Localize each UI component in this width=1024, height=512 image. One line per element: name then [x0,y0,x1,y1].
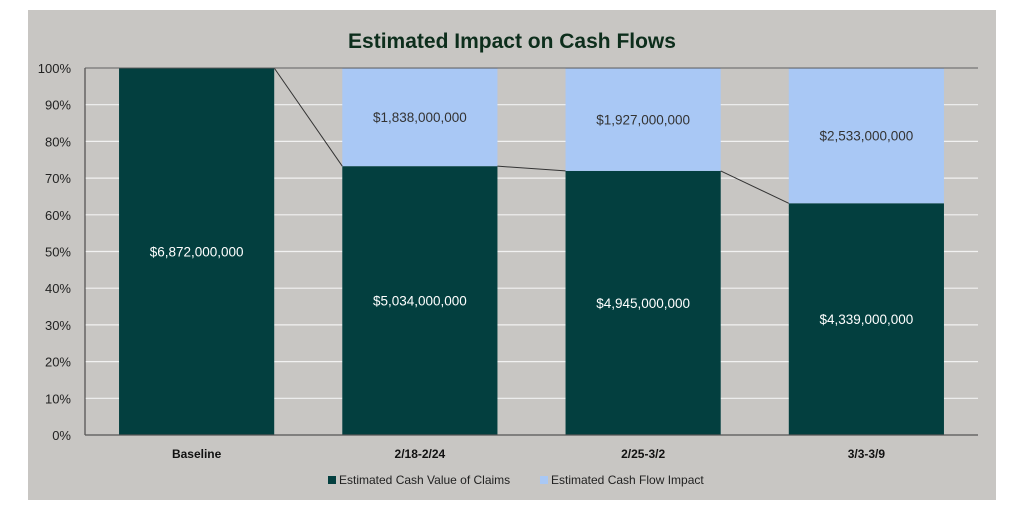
bar-claims [342,166,498,435]
bar-impact [565,68,721,171]
y-tick-label: 20% [45,355,71,370]
y-tick-label: 10% [45,391,71,406]
data-label: $1,838,000,000 [373,110,467,125]
y-tick-label: 100% [38,61,72,76]
data-label: $4,945,000,000 [596,296,690,311]
x-tick-label: 2/18-2/24 [395,447,446,461]
chart-title: Estimated Impact on Cash Flows [348,30,676,53]
y-tick-label: 50% [45,245,71,260]
y-tick-label: 80% [45,134,71,149]
bar-impact [342,68,498,167]
y-tick-label: 60% [45,208,71,223]
x-tick-label: 3/3-3/9 [848,447,886,461]
series-line [273,67,343,167]
bar-claims [565,170,721,435]
data-label: $1,927,000,000 [596,112,690,127]
y-tick-label: 40% [45,281,71,296]
legend-label: Estimated Cash Value of Claims [339,473,510,487]
x-tick-label: 2/25-3/2 [621,447,665,461]
bar-impact [788,68,944,204]
y-tick-label: 70% [45,171,71,186]
y-tick-label: 0% [52,428,71,443]
y-tick-label: 30% [45,318,71,333]
legend-swatch [540,476,548,484]
series-line [497,165,566,172]
data-label: $5,034,000,000 [373,294,467,309]
data-label: $4,339,000,000 [819,312,913,327]
bar-claims [119,68,275,435]
y-tick-label: 90% [45,98,71,113]
data-label: $6,872,000,000 [150,245,244,260]
series-line [720,170,790,204]
x-tick-label: Baseline [172,447,222,461]
data-label: $2,533,000,000 [819,129,913,144]
bar-claims [788,203,944,435]
legend-swatch [328,476,336,484]
legend-label: Estimated Cash Flow Impact [551,473,704,487]
